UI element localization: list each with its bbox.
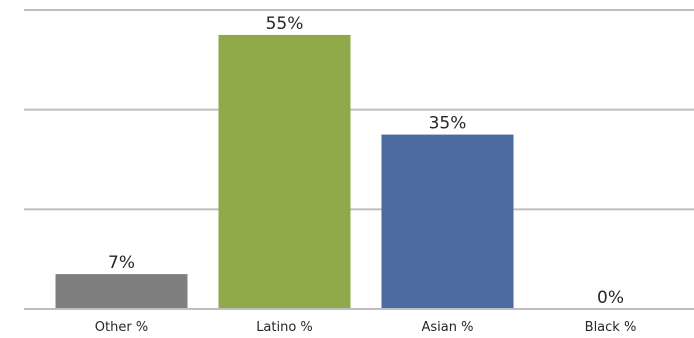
x-tick-label: Other % bbox=[95, 320, 148, 335]
x-tick-label: Latino % bbox=[256, 320, 313, 335]
gridlines bbox=[24, 9, 694, 211]
x-tick-label: Asian % bbox=[422, 320, 474, 335]
data-labels: 7% 55% 35% 0% bbox=[108, 14, 624, 308]
bar bbox=[218, 34, 351, 310]
bar bbox=[55, 274, 188, 309]
x-tick-labels: Other % Latino % Asian % Black % bbox=[95, 320, 637, 335]
data-label: 35% bbox=[429, 114, 467, 134]
bar bbox=[381, 134, 514, 309]
x-tick-label: Black % bbox=[585, 320, 637, 335]
data-label: 7% bbox=[108, 253, 135, 273]
bars bbox=[55, 34, 514, 310]
data-label: 0% bbox=[597, 288, 624, 308]
data-label: 55% bbox=[266, 14, 304, 34]
